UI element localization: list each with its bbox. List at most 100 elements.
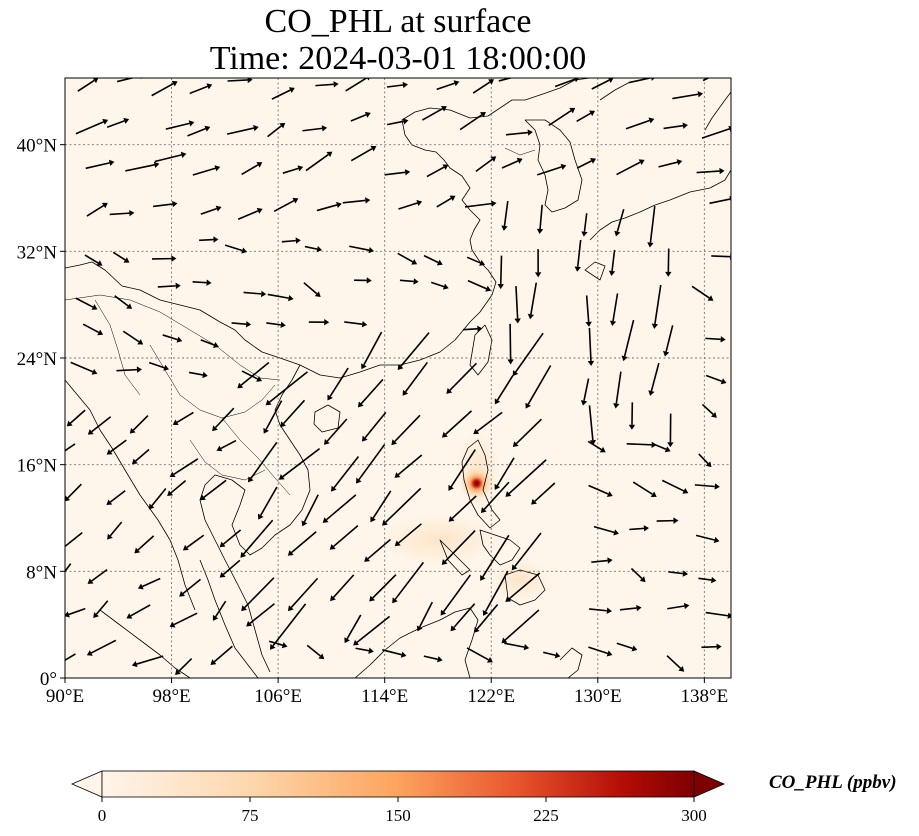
wind-arrow-head	[613, 403, 620, 409]
wind-arrow-head	[370, 145, 377, 152]
wind-arrow-head	[364, 111, 371, 118]
wind-arrow-head	[391, 439, 398, 446]
wind-arrow-shaft	[589, 608, 608, 612]
wind-arrow-head	[683, 602, 690, 610]
wind-arrow-shaft	[530, 282, 538, 315]
wind-arrow-head	[512, 441, 519, 448]
wind-arrow-head	[560, 163, 567, 170]
wind-arrow-head	[153, 161, 160, 168]
co-hotspot-manila	[460, 467, 493, 500]
wind-arrow-shaft	[250, 441, 278, 479]
wind-arrow-head	[263, 427, 269, 434]
wind-arrow-shaft	[539, 204, 543, 230]
wind-arrow-head	[607, 557, 613, 564]
wind-arrow-shaft	[199, 238, 214, 242]
colorbar: 0 75 150 225 300 CO_PHL (ppbv)	[70, 770, 897, 825]
wind-arrow-shaft	[267, 293, 289, 299]
wind-vectors	[56, 70, 731, 675]
wind-arrow-shaft	[701, 645, 717, 649]
wind-arrow-shaft	[459, 114, 483, 131]
wind-arrow-head	[382, 519, 388, 526]
wind-arrow-shaft	[587, 440, 602, 451]
wind-arrow-shaft	[116, 78, 136, 83]
wind-arrow-head	[440, 609, 447, 616]
wind-arrow-head	[682, 488, 689, 494]
wind-arrow-shaft	[496, 457, 515, 486]
wind-arrow-head	[361, 321, 368, 328]
wind-arrow-shaft	[654, 284, 662, 325]
wind-arrow-head	[682, 122, 688, 129]
wind-arrow-shaft	[398, 202, 418, 210]
wind-arrow-head	[206, 279, 212, 286]
wind-arrow-head	[214, 165, 221, 172]
wind-arrow-shaft	[333, 455, 360, 489]
wind-arrow-shaft	[472, 81, 491, 94]
wind-arrow-shaft	[109, 212, 130, 216]
wind-arrow-head	[574, 266, 581, 272]
wind-arrow-head	[106, 499, 113, 506]
wind-arrow-shaft	[125, 164, 155, 172]
wind-arrow-head	[369, 595, 376, 602]
wind-arrow-shaft	[122, 330, 140, 343]
wind-arrow-shaft	[372, 574, 397, 599]
wind-arrow-shaft	[504, 609, 540, 641]
wind-arrow-shaft	[154, 154, 182, 163]
wind-arrow-shaft	[615, 371, 622, 404]
wind-arrow-shaft	[397, 252, 414, 263]
wind-arrow-head	[638, 159, 645, 166]
wind-arrow-head	[718, 70, 724, 76]
wind-arrow-shaft	[360, 378, 384, 405]
colorbar-extend-low	[70, 770, 103, 798]
wind-arrow-shaft	[667, 605, 685, 610]
wind-arrow-shaft	[661, 479, 685, 492]
wind-arrow-head	[628, 424, 636, 430]
wind-arrow-head	[651, 78, 655, 81]
wind-arrow-shaft	[304, 245, 318, 250]
wind-arrow-shaft	[188, 371, 204, 376]
wind-arrow-shaft	[616, 642, 633, 650]
wind-arrow-shaft	[302, 127, 323, 132]
wind-arrow-head	[333, 81, 339, 88]
coastline-sumatra	[99, 609, 191, 678]
wind-arrow-shaft	[626, 442, 652, 446]
wind-arrow-shaft	[504, 642, 525, 648]
wind-arrow-shaft	[350, 147, 373, 162]
wind-arrow-head	[172, 200, 178, 208]
wind-arrow-head	[364, 197, 371, 204]
coastline-malay-peninsula	[199, 559, 259, 678]
wind-arrow-head	[554, 652, 561, 659]
wind-arrow-shaft	[65, 443, 76, 452]
wind-arrow-shaft	[82, 323, 100, 334]
wind-arrow-shaft	[399, 279, 414, 283]
wind-arrow-head	[720, 378, 727, 385]
wind-arrow-shaft	[329, 367, 349, 397]
coastline-korea	[524, 119, 583, 213]
wind-arrow-shaft	[515, 418, 542, 445]
wind-arrow-head	[179, 590, 186, 597]
wind-arrow-head	[437, 656, 443, 663]
wind-arrow-shaft	[508, 459, 547, 495]
wind-arrow-shaft	[346, 614, 362, 640]
wind-arrow-shaft	[170, 479, 187, 494]
wind-arrow-head	[93, 612, 99, 619]
wind-arrow-head	[673, 517, 679, 524]
border-laos-vietnam	[221, 417, 291, 496]
colorbar-extend-high	[693, 770, 726, 798]
wind-arrow-shaft	[430, 281, 445, 288]
wind-arrow-head	[442, 283, 449, 290]
wind-arrow-head	[102, 118, 109, 125]
wind-arrow-head	[301, 520, 308, 527]
wind-arrow-shaft	[148, 361, 165, 369]
wind-arrow-head	[667, 442, 674, 448]
wind-arrow-head	[589, 439, 597, 446]
wind-arrow-shaft	[576, 112, 592, 123]
colorbar-ticks: 0 75 150 225 300	[98, 797, 707, 825]
wind-arrow-head	[56, 660, 62, 665]
wind-arrow-head	[569, 107, 576, 114]
coastline-borneo	[354, 607, 479, 678]
wind-arrow-shaft	[404, 361, 429, 393]
wind-arrow-shaft	[367, 538, 391, 560]
wind-arrow-shaft	[178, 658, 193, 673]
wind-arrow-head	[436, 259, 443, 266]
coastline-taiwan	[469, 324, 493, 376]
